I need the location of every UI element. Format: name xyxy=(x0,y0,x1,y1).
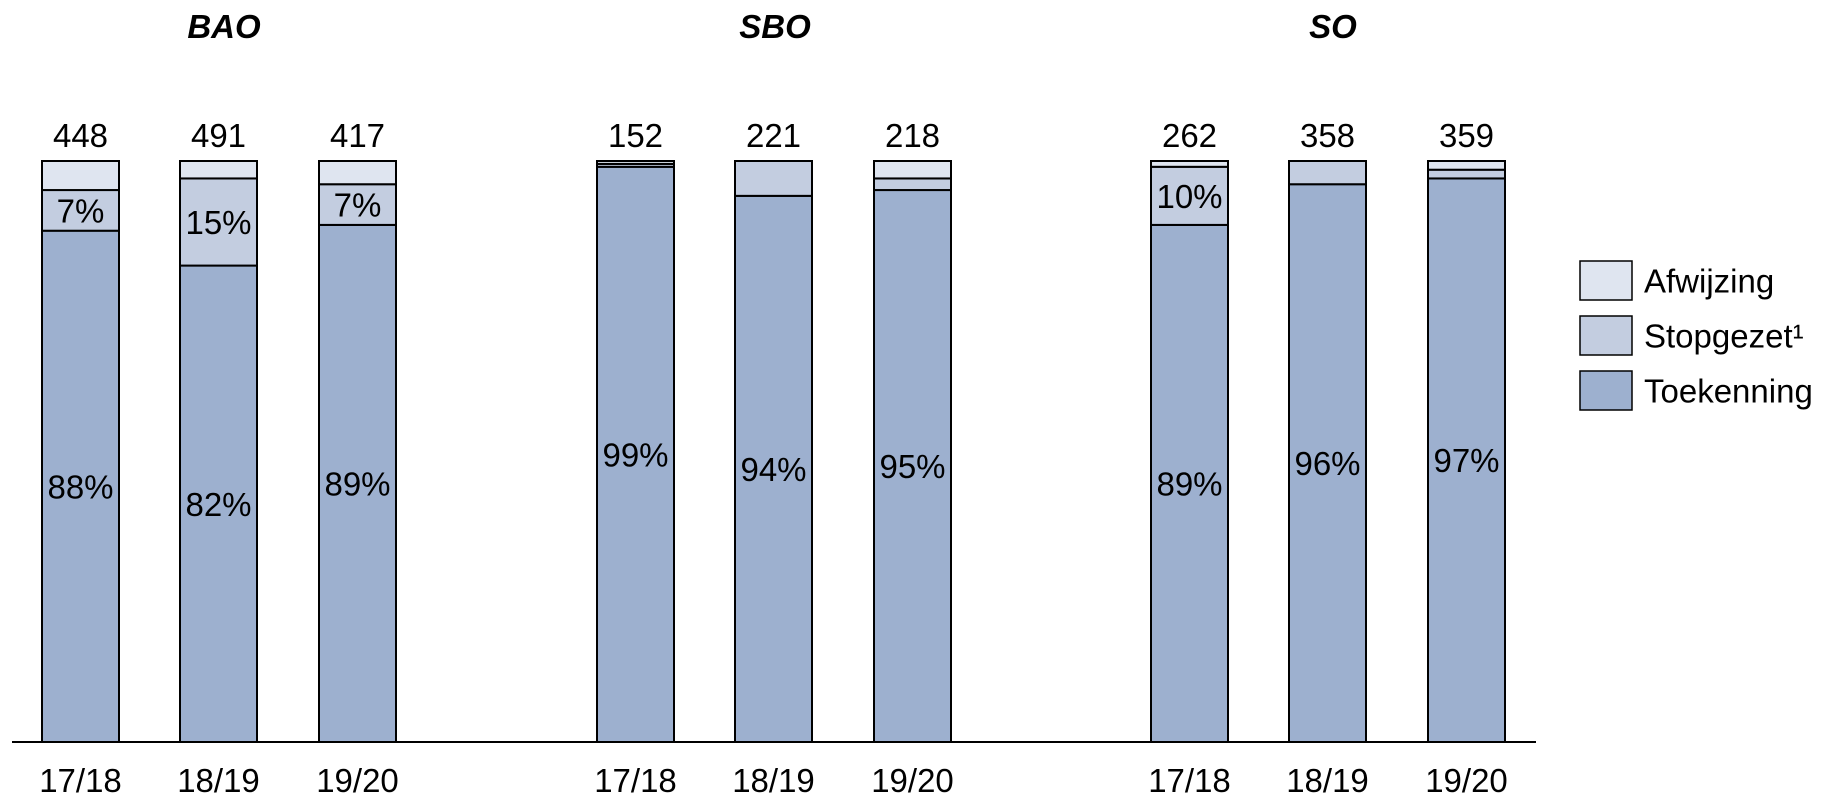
bar-segment-toekenning xyxy=(873,189,952,744)
bar: 94% 221 18/19 xyxy=(732,117,815,795)
bar-segment-stopgezet xyxy=(41,189,120,232)
bar-segment-afwijzing xyxy=(1150,160,1229,168)
bar: 99% 152 17/18 xyxy=(594,117,677,795)
total-label: 359 xyxy=(1439,117,1494,154)
data-label: 15% xyxy=(185,204,251,241)
bar: 82% 15% 491 18/19 xyxy=(177,117,260,795)
data-label: 7% xyxy=(334,187,382,224)
group-title: SO xyxy=(1309,8,1357,45)
bar: 97% 359 19/20 xyxy=(1425,117,1508,795)
x-tick-label: 17/18 xyxy=(594,762,677,795)
group-title: SBO xyxy=(739,8,811,45)
x-tick-label: 19/20 xyxy=(316,762,399,795)
total-label: 221 xyxy=(746,117,801,154)
bar-groups: BAO 88% 7% 448 17/18 82% 15% 491 18/19 89% 7% 417 19… xyxy=(39,8,1508,795)
data-label: 89% xyxy=(324,465,390,502)
bar-segment-stopgezet xyxy=(734,160,813,197)
total-label: 218 xyxy=(885,117,940,154)
x-tick-label: 17/18 xyxy=(1148,762,1231,795)
legend-item-toekenning: Toekenning xyxy=(1579,370,1813,411)
legend-swatch xyxy=(1579,370,1633,411)
x-tick-label: 18/19 xyxy=(732,762,815,795)
bar-segment-toekenning xyxy=(734,194,813,744)
bar-segment-toekenning xyxy=(41,229,120,743)
total-label: 448 xyxy=(53,117,108,154)
total-label: 152 xyxy=(608,117,663,154)
data-label: 95% xyxy=(879,448,945,485)
bar-segment-afwijzing xyxy=(318,160,397,186)
x-tick-label: 19/20 xyxy=(1425,762,1508,795)
legend: Afwijzing Stopgezet¹ Toekenning xyxy=(1579,260,1813,411)
data-label: 96% xyxy=(1294,445,1360,482)
x-tick-label: 17/18 xyxy=(39,762,122,795)
x-tick-label: 18/19 xyxy=(1286,762,1369,795)
total-label: 491 xyxy=(191,117,246,154)
total-label: 417 xyxy=(330,117,385,154)
data-label: 99% xyxy=(602,436,668,473)
bar-segment-toekenning xyxy=(1427,177,1506,743)
data-label: 97% xyxy=(1433,442,1499,479)
legend-item-afwijzing: Afwijzing xyxy=(1579,260,1774,301)
legend-swatch xyxy=(1579,315,1633,356)
legend-swatch xyxy=(1579,260,1633,301)
legend-label: Afwijzing xyxy=(1644,263,1774,300)
x-tick-label: 18/19 xyxy=(177,762,260,795)
bar-segment-stopgezet xyxy=(1288,160,1367,186)
total-label: 358 xyxy=(1300,117,1355,154)
bar: 89% 7% 417 19/20 xyxy=(316,117,399,795)
bar-segment-stopgezet xyxy=(179,177,258,267)
bar-segment-stopgezet xyxy=(1150,165,1229,226)
total-label: 262 xyxy=(1162,117,1217,154)
data-label: 82% xyxy=(185,486,251,523)
bar-group-sbo: SBO 99% 152 17/18 94% 221 18/19 95% 218 19/20 xyxy=(594,8,954,795)
bar-group-bao: BAO 88% 7% 448 17/18 82% 15% 491 18/19 89% 7% 417 19… xyxy=(39,8,399,795)
legend-label: Toekenning xyxy=(1644,373,1813,410)
bar-segment-afwijzing xyxy=(41,160,120,192)
bar: 89% 10% 262 17/18 xyxy=(1148,117,1231,795)
bar: 88% 7% 448 17/18 xyxy=(39,117,122,795)
bar-segment-afwijzing xyxy=(596,160,675,165)
bar-group-so: SO 89% 10% 262 17/18 96% 358 18/19 97% 359 19/20 xyxy=(1148,8,1508,795)
x-tick-label: 19/20 xyxy=(871,762,954,795)
bar: 95% 218 19/20 xyxy=(871,117,954,795)
bar-segment-afwijzing xyxy=(179,160,258,180)
data-label: 7% xyxy=(57,192,105,229)
legend-label: Stopgezet¹ xyxy=(1644,318,1804,355)
data-label: 10% xyxy=(1156,178,1222,215)
data-label: 88% xyxy=(47,468,113,505)
group-title: BAO xyxy=(187,8,261,45)
bar-segment-afwijzing xyxy=(873,160,952,180)
data-label: 89% xyxy=(1156,465,1222,502)
bar-segment-stopgezet xyxy=(873,177,952,192)
bar: 96% 358 18/19 xyxy=(1286,117,1369,795)
bar-segment-afwijzing xyxy=(1427,160,1506,171)
legend-item-stopgezet: Stopgezet¹ xyxy=(1579,315,1804,356)
data-label: 94% xyxy=(740,451,806,488)
bar-segment-toekenning xyxy=(1288,183,1367,744)
bar-segment-stopgezet xyxy=(1427,168,1506,180)
bar-segment-stopgezet xyxy=(318,183,397,226)
